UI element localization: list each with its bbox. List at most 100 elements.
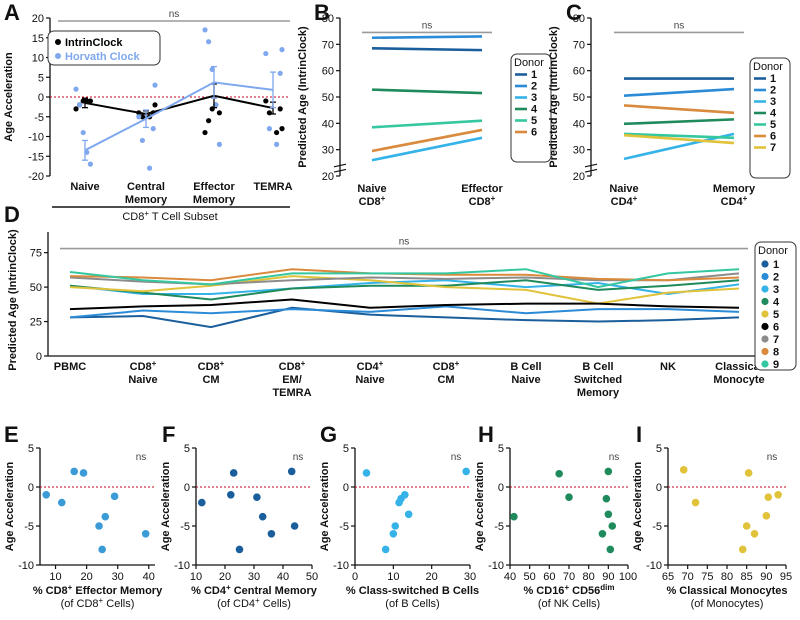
panel-label: B [314,0,330,25]
x-tick-label: EM/ [282,374,302,386]
data-point [762,512,771,520]
x-tick-label: CD8+ [198,359,225,374]
data-point [774,491,782,499]
y-tick-label: -10 [333,560,349,572]
data-point [277,70,283,76]
y-tick-label: 5 [28,443,34,455]
y-axis-title: Age Acceleration [632,461,644,551]
legend-entry: 6 [770,131,776,143]
x-tick-label: 50 [524,571,536,583]
y-tick-label: -10 [174,560,190,572]
y-tick-label: 40 [573,118,585,130]
legend-marker [761,347,769,356]
significance-label: ns [399,237,410,248]
y-tick-label: 50 [322,92,334,104]
x-tick-label: TEMRA [272,387,311,399]
data-point [139,137,145,144]
y-tick-label: 20 [322,171,334,183]
legend-entry: 8 [773,347,779,359]
panel-label: A [4,0,20,25]
x-axis-title: % Classical Monocytes [666,585,787,597]
data-point [738,545,747,554]
y-tick-label: 30 [573,145,585,157]
panel-a: -20 -15 -10 -5 0 5 10 15 20 Age Acceleration ns Int… [3,9,293,223]
x-tick-label: 80 [583,571,595,583]
y-tick-label: -5 [34,112,44,124]
x-tick-label: 10 [387,571,399,583]
donor-line [69,298,740,311]
y-tick-label: 0 [36,351,42,363]
x-tick-label: B Cell [510,361,541,373]
legend-entry: 1 [773,259,779,271]
legend-marker [761,322,769,331]
x-tick-label: Naive [355,374,384,386]
y-tick-label: -10 [646,560,662,572]
mean-line [84,81,274,152]
data-point [389,530,398,538]
x-tick-label: CD8+ [433,359,460,374]
legend-entry: 3 [773,284,779,296]
x-axis-title: % CD8+ Effector Memory [33,583,163,598]
legend-entry: IntrinClock [65,37,123,49]
panel-f: -10 -5 0 5 10 20 30 40 50 ns Age Acceleration % CD4… [160,443,318,610]
donor-line [623,133,735,145]
y-axis-title: Age Acceleration [319,461,331,551]
x-tick-label: TEMRA [253,181,292,193]
data-point [391,522,400,530]
x-tick-label: 10 [190,571,202,583]
data-point [57,498,66,507]
y-axis-title: Predicted Age (IntrinClock) [548,26,560,168]
legend-entry: 1 [531,69,537,81]
y-tick-label: 0 [656,482,662,494]
y-axis-title: Age Acceleration [4,461,16,551]
legend-entry: 2 [531,81,537,93]
donor-line [623,132,735,140]
donor-line [623,87,735,97]
axis-break [333,163,347,168]
y-tick-label: 0 [343,482,349,494]
data-point [691,498,700,507]
data-point [141,530,150,538]
y-tick-label: 20 [32,13,44,25]
x-tick-label: Memory [577,387,620,399]
y-tick-label: 70 [573,39,585,51]
data-point [202,27,208,33]
legend-entry: 6 [773,322,779,334]
y-tick-label: -5 [652,521,662,533]
data-point [216,141,222,147]
x-tick-label: Central [127,181,165,193]
data-point [742,522,751,530]
data-point [263,50,269,57]
legend-title: Donor [514,57,544,69]
data-point [274,141,280,147]
y-tick-label: 70 [322,39,334,51]
legend-marker [761,310,769,318]
legend-entry: 7 [773,334,779,346]
legend-entry: 2 [770,85,776,97]
donor-line [371,136,483,162]
y-tick-label: 50 [30,282,42,294]
data-point [101,512,110,521]
data-point [764,493,773,501]
data-point [229,469,238,477]
x-tick-label: CD8+ [279,359,306,374]
data-point [267,530,276,538]
panel-label: H [478,422,494,447]
y-tick-label: 20 [573,171,585,183]
y-tick-label: 40 [322,118,334,130]
data-point [235,545,244,554]
donor-line [371,46,483,52]
x-tick-label: 90 [760,571,772,583]
data-point [277,106,283,112]
x-tick-label: 30 [248,571,260,583]
x-tick-label: 70 [682,571,694,583]
x-tick-label: 65 [662,571,674,583]
data-point [87,161,93,167]
x-tick-label: PBMC [54,361,86,373]
panel-i: -10 -5 0 5 65 70 75 80 85 90 95 ns Age Acceleration%… [632,443,792,610]
legend-entry: 4 [773,297,780,309]
x-tick-label: 40 [504,571,516,583]
y-tick-label: -5 [24,521,34,533]
y-tick-label: 80 [322,13,334,25]
x-tick-label: Monocyte [713,374,764,386]
